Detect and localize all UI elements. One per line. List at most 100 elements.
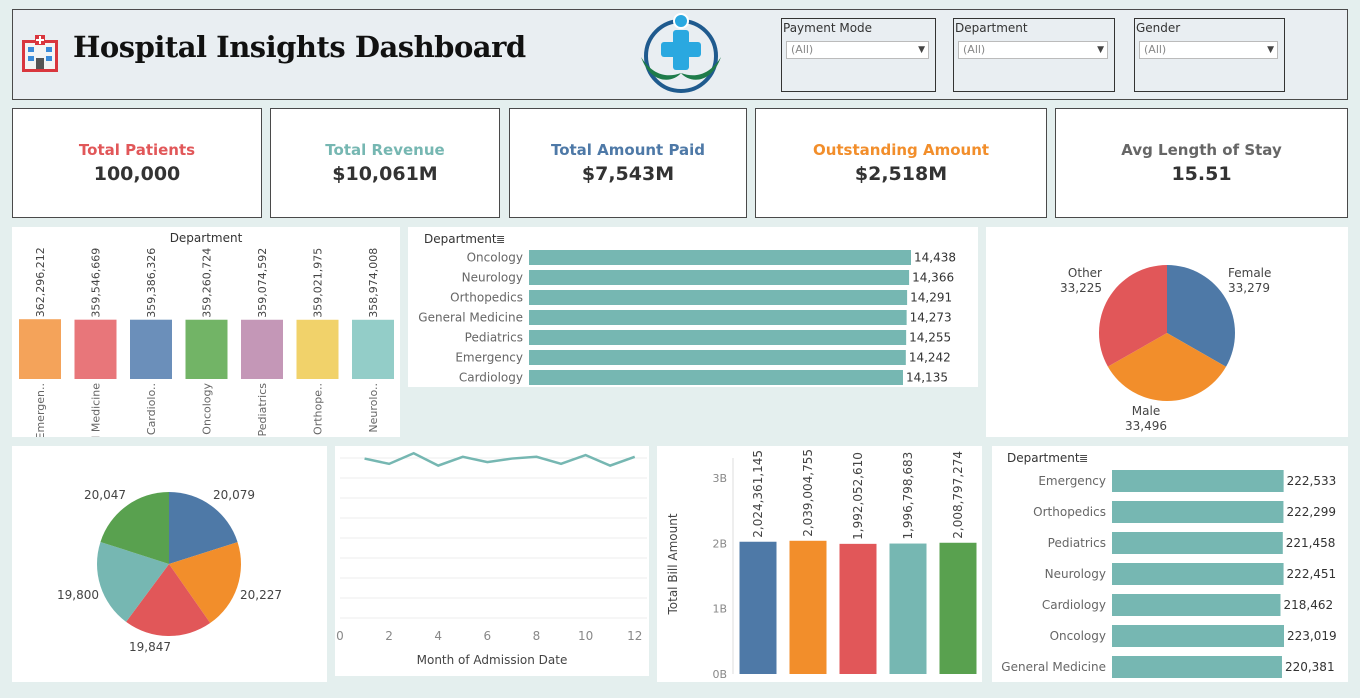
category-label: Emergency: [455, 351, 523, 365]
series-line: [364, 451, 636, 467]
chart-department-bill-hbars: Department ≣ Emergency 222,533 Orthopedics 22…: [992, 446, 1348, 682]
data-label: 359,021,975: [312, 248, 325, 318]
tick-label: 3B: [712, 472, 727, 485]
category-label: Pediatrics: [465, 331, 523, 345]
data-label: 14,273: [910, 311, 952, 325]
pie-slice: [1167, 265, 1235, 367]
chart-payment-pie: 20,079 20,227 19,847 19,800 20,047: [12, 446, 327, 682]
filter-department: Department (All) ▼: [953, 18, 1115, 92]
bar: [889, 543, 927, 674]
filter-payment-mode: Payment Mode (All) ▼: [781, 18, 936, 92]
data-label: 359,386,326: [145, 248, 158, 318]
chart-header: Department: [424, 232, 497, 246]
filter-label: Gender: [1136, 21, 1181, 35]
tick-label: 8: [533, 629, 541, 643]
bar: [529, 370, 903, 385]
chevron-down-icon[interactable]: ▼: [1267, 45, 1274, 55]
data-label: 358,974,008: [367, 248, 380, 318]
slice-value: 19,800: [57, 588, 99, 602]
chevron-down-icon[interactable]: ▼: [918, 45, 925, 55]
sort-icon: ≣: [496, 233, 505, 246]
kpi-total-amount-paid: Total Amount Paid $7,543M: [509, 108, 747, 218]
tick-label: 0B: [712, 668, 727, 681]
sort-icon: ≣: [1079, 452, 1088, 465]
bar: [185, 319, 228, 379]
data-label: 221,458: [1286, 536, 1336, 550]
kpi-avg-length-of-stay: Avg Length of Stay 15.51: [1055, 108, 1348, 218]
bar: [1112, 563, 1284, 585]
data-label: 14,135: [906, 371, 948, 385]
slice-value: 20,047: [84, 488, 126, 502]
tick-label: Oncology: [201, 383, 214, 435]
tick-label: 2B: [712, 537, 727, 550]
slice-value: 20,079: [213, 488, 255, 502]
select-value: (All): [963, 43, 986, 56]
page-title: Hospital Insights Dashboard: [73, 30, 526, 64]
kpi-value: 15.51: [1171, 163, 1232, 185]
chart-title: Department: [170, 231, 243, 245]
bar: [19, 319, 61, 379]
category-label: Pediatrics: [1048, 536, 1106, 550]
bar: [1112, 594, 1281, 616]
chart-department-patients-hbars: Department ≣ Oncology 14,438 Neurology 14,366…: [408, 227, 978, 387]
slice-label: Male: [1132, 404, 1160, 418]
slice-value: 20,227: [240, 588, 282, 602]
pie-slice: [1107, 333, 1227, 402]
pie-slice: [126, 564, 211, 636]
kpi-value: $2,518M: [854, 163, 948, 185]
chart-department-revenue-bars: Department 362,296,212 Emergen.. 359,546,66…: [12, 227, 400, 437]
payment-mode-select[interactable]: (All) ▼: [786, 41, 929, 59]
gender-select[interactable]: (All) ▼: [1139, 41, 1278, 59]
data-label: 2,039,004,755: [801, 449, 815, 537]
data-label: 1,992,052,610: [851, 452, 865, 540]
kpi-label: Avg Length of Stay: [1121, 141, 1282, 159]
kpi-total-revenue: Total Revenue $10,061M: [270, 108, 500, 218]
data-label: 362,296,212: [34, 247, 47, 317]
category-label: Orthopedics: [1033, 505, 1106, 519]
bar: [529, 270, 910, 285]
tick-label: 1B: [712, 603, 727, 616]
kpi-label: Total Amount Paid: [550, 141, 706, 159]
bar: [130, 319, 172, 379]
data-label: 359,260,724: [201, 248, 214, 318]
department-select[interactable]: (All) ▼: [958, 41, 1108, 59]
bar: [529, 290, 908, 305]
bar: [529, 250, 911, 265]
kpi-label: Total Patients: [78, 141, 196, 159]
tick-label: 6: [484, 629, 492, 643]
bar: [839, 543, 877, 674]
filter-gender: Gender (All) ▼: [1134, 18, 1285, 92]
tick-label: General Medicine: [90, 383, 103, 437]
tick-label: 4: [434, 629, 442, 643]
filter-label: Department: [955, 21, 1028, 35]
category-label: Cardiology: [1042, 598, 1106, 612]
tick-label: 10: [578, 629, 593, 643]
data-label: 218,462: [1283, 598, 1333, 612]
bar: [352, 319, 394, 379]
kpi-value: $7,543M: [581, 163, 675, 185]
bar: [1112, 501, 1284, 523]
chevron-down-icon[interactable]: ▼: [1097, 45, 1104, 55]
category-label: Oncology: [467, 251, 523, 265]
data-label: 223,019: [1287, 629, 1337, 643]
select-value: (All): [1144, 43, 1167, 56]
kpi-value: $10,061M: [332, 163, 438, 185]
category-label: Orthopedics: [450, 291, 523, 305]
data-label: 1,996,798,683: [901, 452, 915, 540]
data-label: 14,242: [909, 351, 951, 365]
data-label: 14,255: [909, 331, 951, 345]
chart-total-bill-bars: 0B 1B 2B 3B Total Bill Amount 2,024,361,145 2,…: [657, 446, 982, 682]
slice-value: 33,225: [1060, 281, 1102, 295]
filter-label: Payment Mode: [783, 21, 873, 35]
data-label: 359,546,669: [90, 248, 103, 318]
tick-label: Cardiolo..: [145, 383, 158, 435]
data-label: 2,024,361,145: [751, 450, 765, 538]
chart-header: Department: [1007, 451, 1080, 465]
tick-label: Neurolo..: [367, 383, 380, 433]
axis-label: Total Bill Amount: [666, 513, 680, 615]
tick-label: 12: [627, 629, 642, 643]
tick-label: Emergen..: [34, 383, 47, 437]
data-label: 222,299: [1286, 505, 1336, 519]
data-label: 359,074,592: [256, 248, 269, 318]
bar: [529, 330, 907, 345]
